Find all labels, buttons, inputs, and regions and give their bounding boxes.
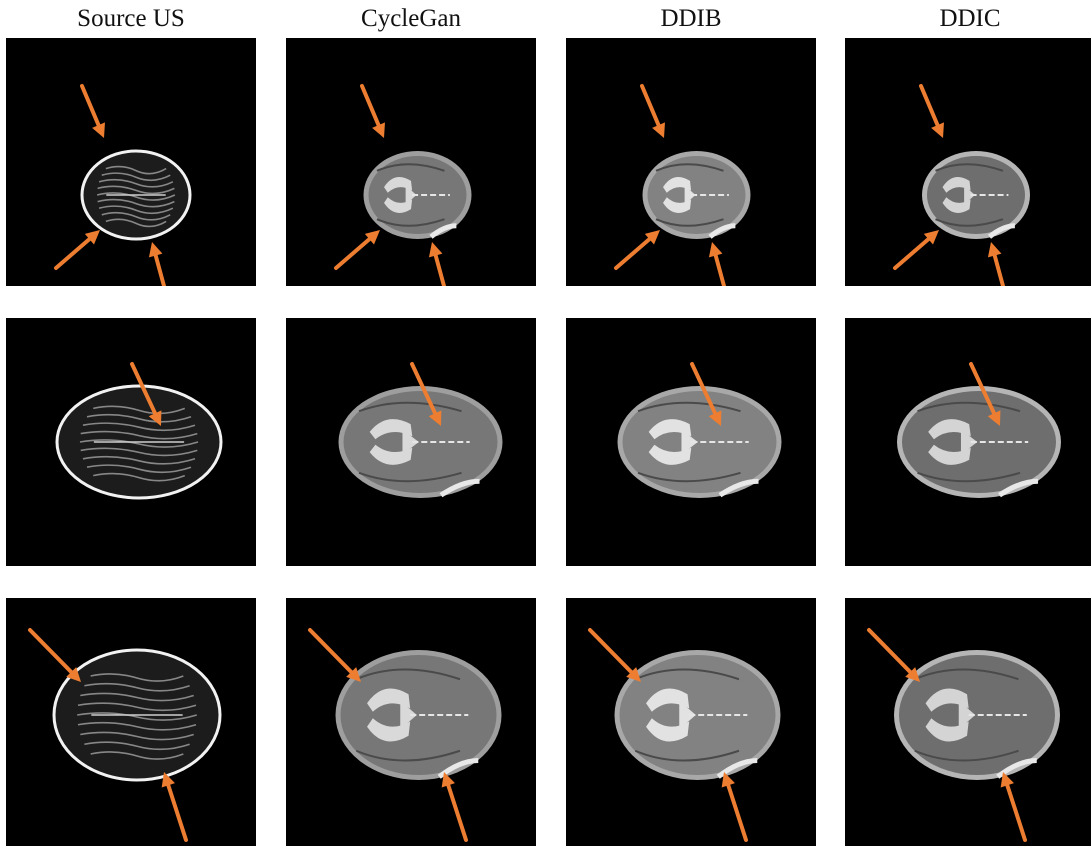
panel-ddib-row-3 bbox=[566, 598, 816, 846]
arrow-annotation bbox=[690, 362, 722, 426]
ventricles bbox=[663, 177, 696, 213]
arrow-annotation bbox=[334, 230, 380, 270]
arrow-annotation bbox=[80, 84, 105, 138]
panel-ddic-row-3 bbox=[845, 598, 1091, 846]
csf-highlight bbox=[996, 758, 1037, 779]
ventricles bbox=[646, 688, 696, 742]
column-header-cyclegan: CycleGan bbox=[361, 5, 461, 32]
brain-scan-image bbox=[338, 362, 503, 498]
panel-ddib-row-2 bbox=[566, 318, 816, 566]
arrow-annotation bbox=[919, 84, 944, 138]
brain-tissue bbox=[343, 391, 498, 493]
ventricles bbox=[928, 419, 978, 465]
panel-cyclegan-row-3 bbox=[286, 598, 536, 846]
brain-scan-image bbox=[54, 84, 192, 286]
csf-highlight bbox=[708, 223, 736, 239]
csf-highlight bbox=[716, 758, 758, 779]
arrow-annotation bbox=[969, 362, 1001, 426]
arrow-annotation bbox=[28, 628, 81, 682]
arrow-annotation bbox=[161, 772, 188, 842]
panel-cyclegan-row-2 bbox=[286, 318, 536, 566]
arrow-annotation bbox=[708, 242, 726, 286]
arrow-annotation bbox=[614, 230, 660, 270]
arrow-annotation bbox=[441, 772, 468, 842]
arrow-annotation bbox=[410, 362, 442, 426]
arrow-annotation bbox=[130, 362, 162, 426]
brain-tissue bbox=[902, 391, 1056, 493]
brain-tissue bbox=[622, 391, 777, 493]
ventricles bbox=[925, 688, 976, 742]
brain-scan-image bbox=[588, 628, 781, 842]
ventricles bbox=[942, 177, 975, 213]
csf-highlight bbox=[429, 223, 457, 239]
arrow-annotation bbox=[148, 242, 166, 286]
brain-scan-image bbox=[308, 628, 502, 842]
arrow-annotation bbox=[54, 230, 100, 270]
csf-highlight bbox=[437, 758, 479, 779]
arrow-annotation bbox=[428, 242, 446, 286]
arrow-annotation bbox=[588, 628, 641, 682]
brain-tissue bbox=[619, 655, 776, 775]
panel-us-row-2 bbox=[6, 318, 256, 566]
arrow-annotation bbox=[987, 242, 1005, 286]
panel-us-row-1 bbox=[6, 38, 256, 286]
column-header-ddib: DDIB bbox=[660, 5, 722, 32]
ventricles bbox=[648, 419, 698, 465]
panel-cyclegan-row-1 bbox=[286, 38, 536, 286]
speckle-texture bbox=[77, 673, 197, 760]
brain-scan-image bbox=[617, 362, 782, 498]
csf-highlight bbox=[987, 223, 1016, 239]
csf-highlight bbox=[718, 478, 759, 498]
ventricles bbox=[367, 688, 417, 742]
panel-ddic-row-2 bbox=[845, 318, 1091, 566]
speckle-texture bbox=[96, 165, 176, 228]
arrow-annotation bbox=[308, 628, 361, 682]
brain-scan-image bbox=[28, 628, 222, 842]
panel-ddic-row-1 bbox=[845, 38, 1091, 286]
arrow-annotation bbox=[1000, 772, 1027, 842]
column-header-ddic: DDIC bbox=[939, 5, 1001, 32]
panel-ddib-row-1 bbox=[566, 38, 816, 286]
brain-scan-image bbox=[893, 84, 1030, 286]
brain-scan-image bbox=[334, 84, 472, 286]
csf-highlight bbox=[439, 478, 480, 498]
panel-us-row-3 bbox=[6, 598, 256, 846]
brain-scan-image bbox=[897, 362, 1061, 498]
arrow-annotation bbox=[360, 84, 385, 138]
brain-tissue bbox=[899, 655, 1055, 775]
ventricles bbox=[369, 419, 419, 465]
column-header-source-us: Source US bbox=[77, 5, 185, 32]
brain-tissue bbox=[340, 655, 497, 775]
arrow-annotation bbox=[893, 230, 939, 270]
arrow-annotation bbox=[721, 772, 748, 842]
brain-scan-image bbox=[614, 84, 751, 286]
arrow-annotation bbox=[640, 84, 665, 138]
ventricles bbox=[384, 177, 417, 213]
brain-scan-image bbox=[55, 362, 223, 500]
speckle-texture bbox=[79, 405, 199, 482]
brain-scan-image bbox=[867, 628, 1060, 842]
csf-highlight bbox=[998, 478, 1039, 498]
arrow-annotation bbox=[867, 628, 920, 682]
